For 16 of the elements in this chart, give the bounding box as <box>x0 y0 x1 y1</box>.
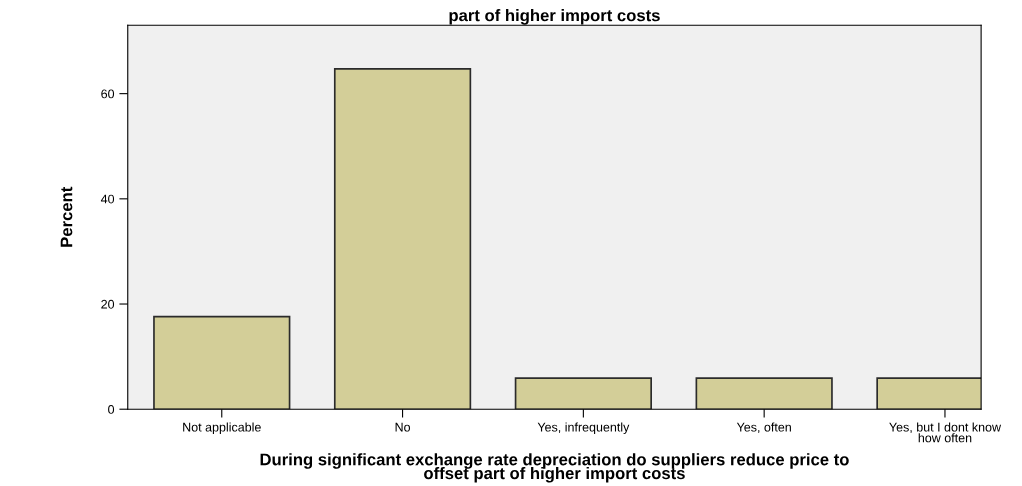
y-axis-title: Percent <box>60 186 73 247</box>
y-tick-label: 20 <box>101 299 115 309</box>
x-tick-label: Not applicable <box>183 422 261 435</box>
bar <box>153 315 291 410</box>
y-tick-label: 40 <box>100 194 115 204</box>
y-tick-label: 60 <box>101 89 115 99</box>
chart-title: part of higher import costs <box>449 9 660 25</box>
x-tick-label: Yes, but I dont know how often <box>889 422 1002 443</box>
bar <box>514 377 652 410</box>
bar <box>695 377 833 410</box>
y-tick-label: 0 <box>108 405 115 414</box>
x-tick-label: Yes, often <box>736 422 791 434</box>
x-tick-label: No <box>395 422 411 432</box>
x-tick-label: Yes, infrequently <box>537 422 630 435</box>
bar <box>333 68 472 410</box>
x-axis-title: During significant exchange rate depreciation do suppliers reduce price to offset part of higher import costs <box>260 453 849 483</box>
